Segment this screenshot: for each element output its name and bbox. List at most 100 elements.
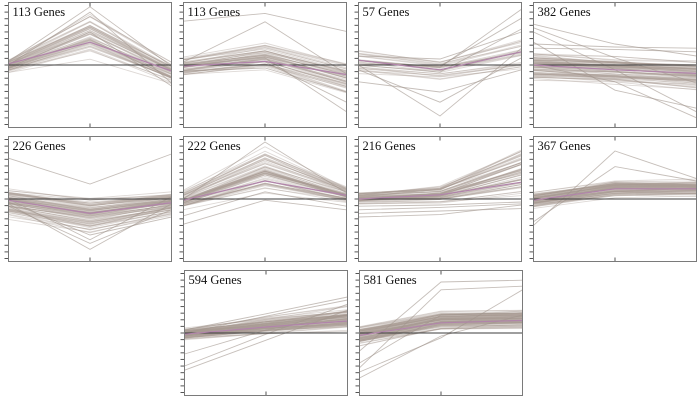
- profile-line: [183, 182, 347, 206]
- profile-line: [183, 59, 347, 85]
- profile-line: [358, 204, 522, 218]
- profile-line: [184, 315, 348, 334]
- profile-line: [8, 26, 172, 71]
- profile-line: [533, 78, 697, 90]
- mean-profile-line: [359, 319, 523, 336]
- profile-line: [184, 321, 348, 339]
- profile-line: [533, 184, 697, 196]
- profile-line: [183, 158, 347, 196]
- profile-line: [358, 203, 522, 211]
- profile-line: [183, 183, 347, 206]
- y-axis-minor-ticks: [529, 139, 534, 259]
- profile-line: [8, 202, 172, 219]
- profile-line: [8, 191, 172, 206]
- profile-line: [184, 318, 348, 334]
- profile-line: [183, 54, 347, 74]
- profile-line: [183, 166, 347, 202]
- profile-line: [533, 72, 697, 81]
- profile-line: [533, 47, 697, 53]
- profile-line: [358, 47, 522, 117]
- outlier-profile-lines: [183, 141, 347, 225]
- profile-line: [533, 183, 697, 196]
- gene-cluster-panel-7: 216 Genes: [354, 136, 522, 262]
- profile-line: [8, 25, 172, 67]
- plot-box-border: [183, 2, 347, 128]
- profile-line: [183, 183, 347, 206]
- profile-line: [8, 58, 172, 85]
- profile-line: [359, 279, 523, 352]
- profile-line: [359, 325, 523, 341]
- profile-line: [533, 27, 697, 84]
- profile-line: [183, 63, 347, 89]
- profile-line: [8, 209, 172, 225]
- profile-line: [183, 173, 347, 202]
- profile-line: [8, 209, 172, 223]
- profile-line: [359, 312, 523, 330]
- profile-line: [8, 199, 172, 211]
- y-axis-minor-ticks: [180, 273, 185, 393]
- profile-line: [183, 163, 347, 197]
- profile-line: [533, 191, 697, 206]
- profile-line: [359, 322, 523, 342]
- profile-line: [184, 310, 348, 332]
- profile-line: [533, 64, 697, 73]
- profile-line: [183, 171, 347, 203]
- y-axis-minor-ticks: [4, 139, 9, 259]
- profile-line: [358, 151, 522, 196]
- profile-line: [533, 64, 697, 119]
- profile-line: [533, 184, 697, 200]
- profile-line: [8, 196, 172, 211]
- panel-label: 222 Genes: [188, 139, 241, 153]
- profile-line: [359, 324, 523, 341]
- mean-profile-line: [183, 60, 347, 76]
- profile-line: [533, 74, 697, 84]
- profile-line: [358, 39, 522, 63]
- profile-line: [358, 149, 522, 196]
- profile-line: [184, 318, 348, 334]
- profile-line: [8, 212, 172, 234]
- profile-line: [8, 201, 172, 216]
- profile-line: [8, 198, 172, 212]
- profile-line: [183, 53, 347, 75]
- profile-line: [359, 315, 523, 336]
- profile-line: [358, 64, 522, 78]
- profile-line: [8, 192, 172, 201]
- profile-line: [359, 327, 523, 344]
- profile-line: [533, 60, 697, 69]
- plot-box-border: [8, 136, 172, 262]
- profile-line: [8, 206, 172, 221]
- profile-line: [358, 157, 522, 198]
- gene-cluster-panel-4: 382 Genes: [529, 2, 697, 128]
- profile-line: [359, 321, 523, 342]
- profile-line: [533, 57, 697, 68]
- profile-line: [184, 306, 348, 329]
- profile-line: [183, 141, 347, 200]
- profile-line: [359, 316, 523, 337]
- plot-box-border: [183, 136, 347, 262]
- profile-line: [183, 159, 347, 198]
- profile-line: [359, 310, 523, 328]
- profile-line: [358, 28, 522, 73]
- profile-line: [533, 185, 697, 199]
- profile-line: [8, 40, 172, 75]
- profile-line: [359, 309, 523, 328]
- profile-line: [358, 164, 522, 196]
- profile-line: [183, 191, 347, 217]
- profile-line: [8, 211, 172, 227]
- profile-line: [183, 42, 347, 65]
- mean-profile-line: [8, 41, 172, 72]
- profile-line: [8, 30, 172, 71]
- profile-line: [359, 315, 523, 331]
- profile-line: [533, 75, 697, 86]
- profile-line: [183, 175, 347, 202]
- y-axis-minor-ticks: [529, 5, 534, 125]
- profile-line: [358, 65, 522, 76]
- profile-line: [533, 184, 697, 201]
- profile-line: [533, 75, 697, 89]
- profile-line: [184, 324, 348, 339]
- profile-line: [358, 31, 522, 60]
- profile-line: [8, 43, 172, 79]
- mean-profile-line: [533, 64, 697, 74]
- profile-line: [183, 162, 347, 196]
- profile-line: [183, 179, 347, 207]
